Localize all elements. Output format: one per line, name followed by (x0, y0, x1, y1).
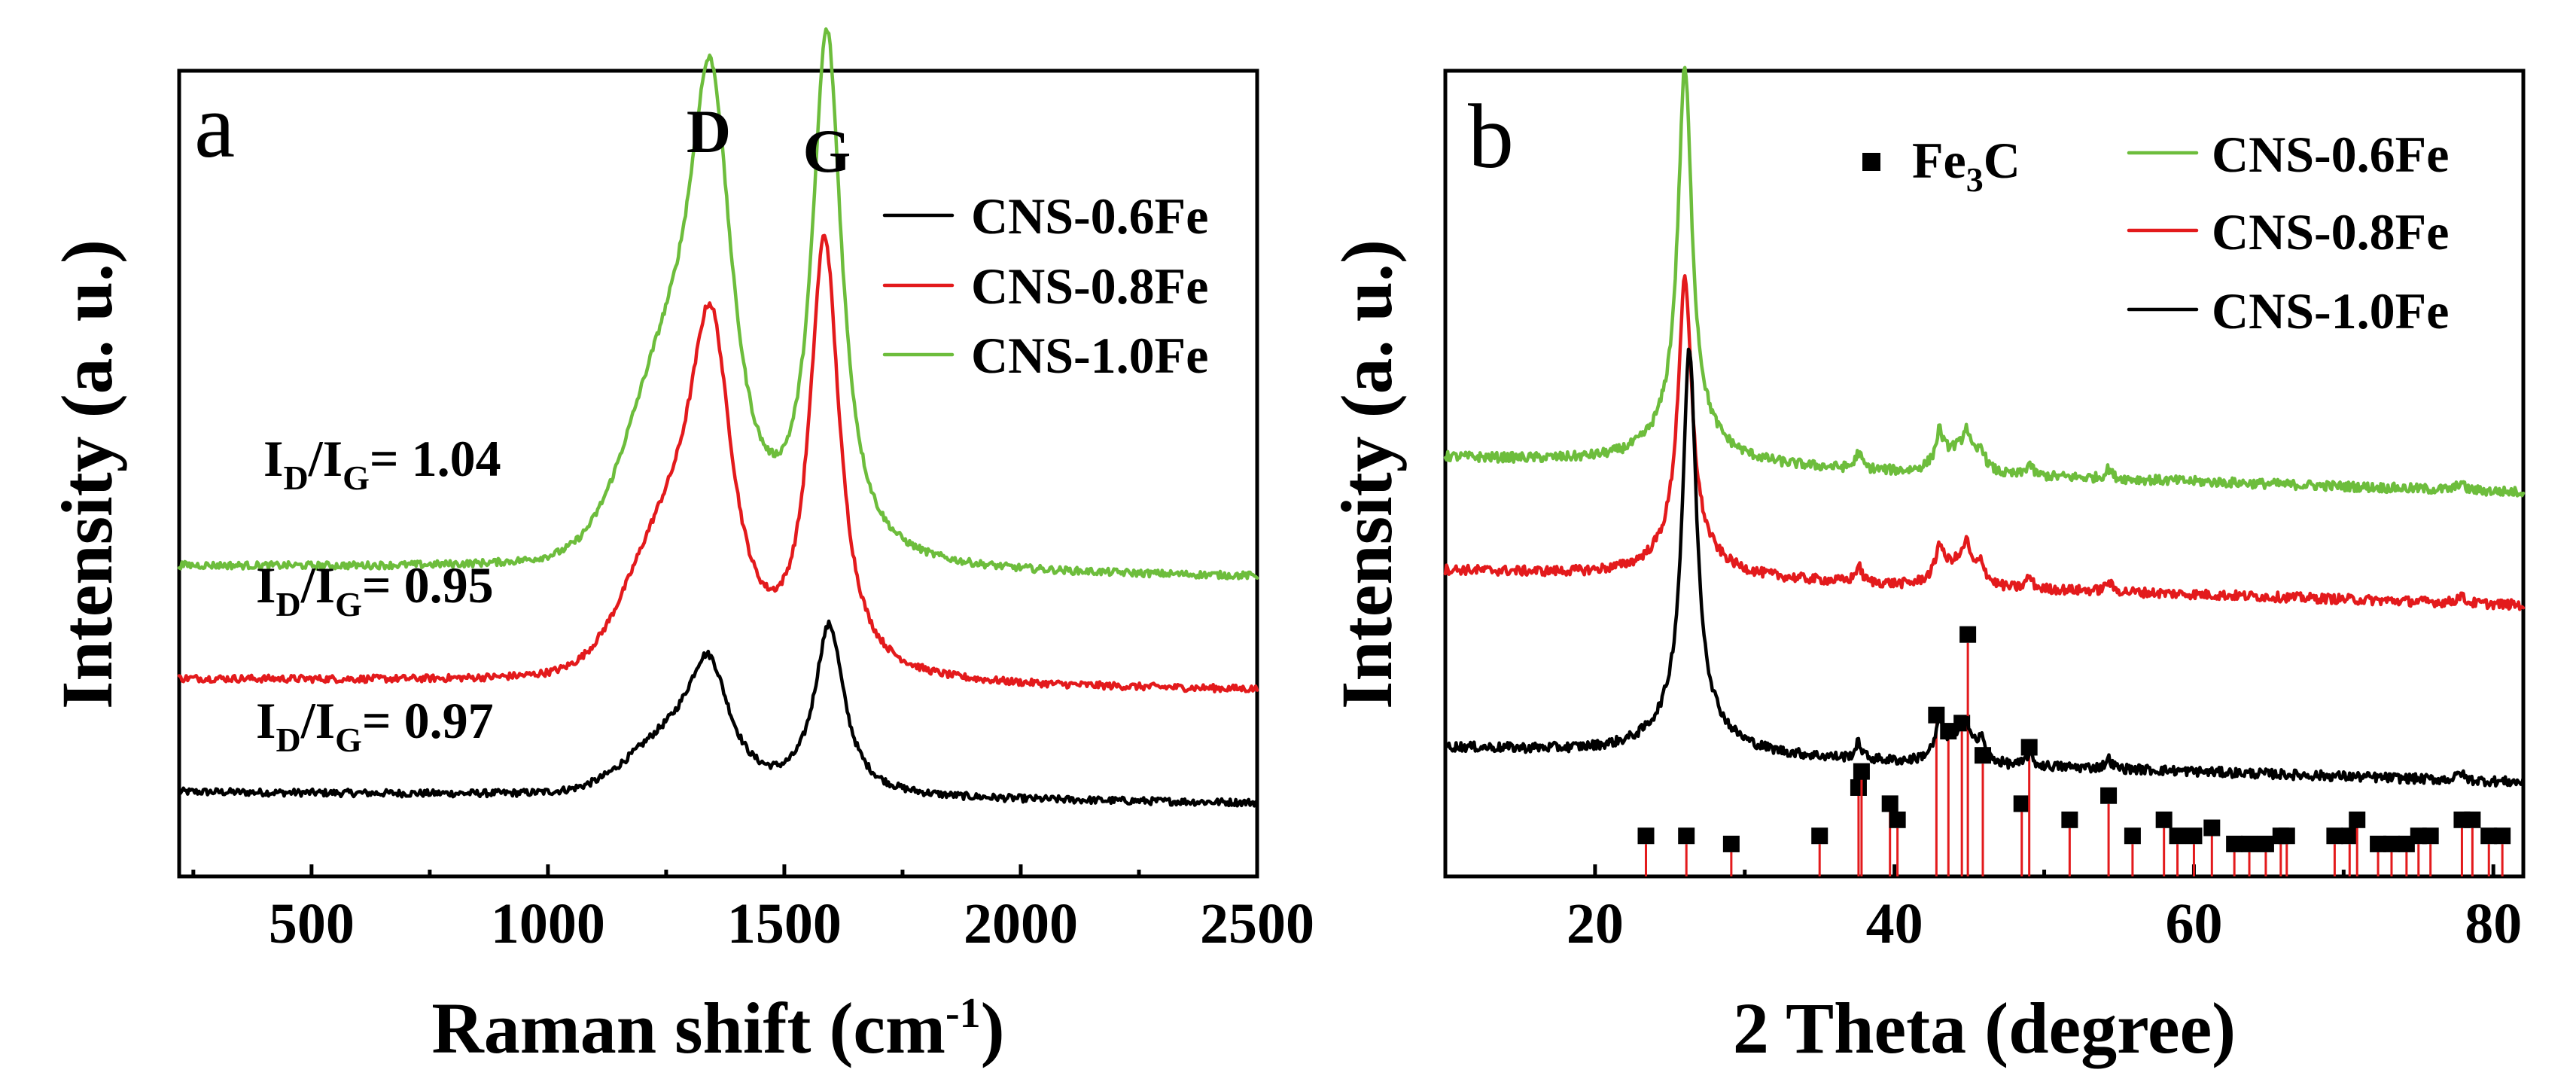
panel-a-letter: a (194, 75, 235, 177)
panel-a: 500 1000 1500 2000 2500 a D G CNS-0.6Fe CNS-… (47, 27, 1314, 1068)
panel-b-x-tick-label: 40 (1866, 892, 1923, 955)
fe3c-reference-marker (2257, 835, 2274, 852)
legend-a-label-3: CNS-1.0Fe (971, 327, 1208, 384)
fe3c-reference-marker (2349, 811, 2366, 828)
fe3c-reference-marker (2061, 811, 2078, 828)
panel-b-x-tick-label: 20 (1567, 892, 1624, 955)
panel-a-x-tick-label: 2000 (964, 892, 1078, 955)
legend-b-label-1: CNS-0.6Fe (2212, 126, 2449, 183)
fe3c-reference-marker (2370, 835, 2387, 852)
fe3c-reference-marker (2383, 835, 2400, 852)
ratio-annotation-1-0fe: ID/IG= 1.04 (263, 430, 501, 497)
panel-a-x-ticks: 500 1000 1500 2000 2500 (191, 864, 1314, 955)
xrd-series-cns-0-6fe (1443, 66, 2526, 498)
fe3c-reference-marker (2326, 827, 2343, 845)
ratio-annotation-0-8fe: ID/IG= 0.95 (256, 556, 494, 623)
fe3c-reference-marker (2185, 827, 2203, 845)
fe3c-reference-marker (1637, 827, 1655, 845)
fe3c-reference-marker (2278, 827, 2295, 845)
fe3c-reference-marker (1811, 827, 1828, 845)
peak-label-g: G (803, 117, 851, 185)
fe3c-reference-marker (1959, 626, 1977, 643)
fe3c-reference-marker (2203, 819, 2221, 837)
raman-series-cns-0-8fe (177, 233, 1259, 693)
panel-b-x-axis-title: 2 Theta (degree) (1733, 988, 2236, 1068)
fe3c-reference-marker (2169, 827, 2186, 845)
legend-a-label-2: CNS-0.8Fe (971, 258, 1208, 315)
fe3c-reference-marker (2341, 827, 2358, 845)
panel-b-traces (1443, 66, 2526, 788)
fe3c-reference-marker (1853, 763, 1870, 780)
fe3c-reference-marker (1881, 795, 1899, 812)
legend-b-fe3c-label: Fe3C (1912, 132, 2020, 199)
fe3c-reference-marker (2241, 835, 2258, 852)
panel-a-x-tick-label: 500 (269, 892, 355, 955)
panel-b-x-tick-label: 80 (2465, 892, 2522, 955)
panel-a-legend: CNS-0.6Fe CNS-0.8Fe CNS-1.0Fe (882, 187, 1208, 384)
xrd-series-cns-1-0fe (1443, 347, 2526, 788)
panel-a-x-tick-label: 1000 (491, 892, 605, 955)
panel-a-y-axis-title: Intensity (a. u.) (47, 239, 127, 709)
ratio-annotation-0-6fe: ID/IG= 0.97 (256, 692, 494, 759)
panel-b-x-ticks: 20 40 60 80 (1443, 864, 2522, 955)
fe3c-reference-marker (2124, 827, 2141, 845)
xrd-series-cns-0-8fe (1443, 274, 2526, 611)
fe3c-reference-marker (2226, 835, 2243, 852)
fe3c-reference-marker (1722, 835, 1740, 852)
legend-a-label-1: CNS-0.6Fe (971, 187, 1208, 245)
legend-b-label-3: CNS-1.0Fe (2212, 282, 2449, 340)
fe3c-reference-marker (2100, 787, 2118, 804)
panel-b-legend: CNS-0.6Fe CNS-0.8Fe CNS-1.0Fe (2127, 126, 2449, 340)
fe3c-reference-marker (1889, 811, 1906, 828)
fe3c-reference-marker (2480, 827, 2498, 845)
legend-b-fe3c-marker (1862, 153, 1880, 171)
panel-a-traces (177, 27, 1259, 808)
peak-label-d: D (687, 97, 731, 166)
panel-a-plot-frame (177, 69, 1259, 879)
panel-b: 20 40 60 80 b Fe3C CNS-0.6Fe CNS-0.8Fe CNS-… (1326, 66, 2526, 1068)
panel-a-x-tick-label: 2500 (1200, 892, 1314, 955)
fe3c-reference-marker (2013, 795, 2030, 812)
panel-b-plot-frame (1443, 69, 2526, 879)
panel-a-x-tick-label: 1500 (727, 892, 842, 955)
raman-series-cns-1-0fe (177, 27, 1259, 581)
fe3c-reference-marker (2020, 739, 2038, 756)
legend-b-label-2: CNS-0.8Fe (2212, 203, 2449, 261)
fe3c-reference-marker (1678, 827, 1695, 845)
panel-b-fe3c-reference (1637, 626, 2511, 876)
fe3c-reference-marker (2422, 827, 2439, 845)
panel-b-letter: b (1468, 86, 1514, 187)
panel-a-x-axis-title: Raman shift (cm-1) (431, 988, 1004, 1068)
panel-b-y-axis-title: Intensity (a. u.) (1326, 239, 1407, 709)
raman-series-cns-0-6fe (177, 619, 1259, 808)
panel-b-x-tick-label: 60 (2165, 892, 2222, 955)
fe3c-reference-marker (2155, 811, 2173, 828)
fe3c-reference-marker (1850, 779, 1867, 796)
fe3c-reference-marker (2494, 827, 2511, 845)
fe3c-reference-marker (2464, 811, 2481, 828)
